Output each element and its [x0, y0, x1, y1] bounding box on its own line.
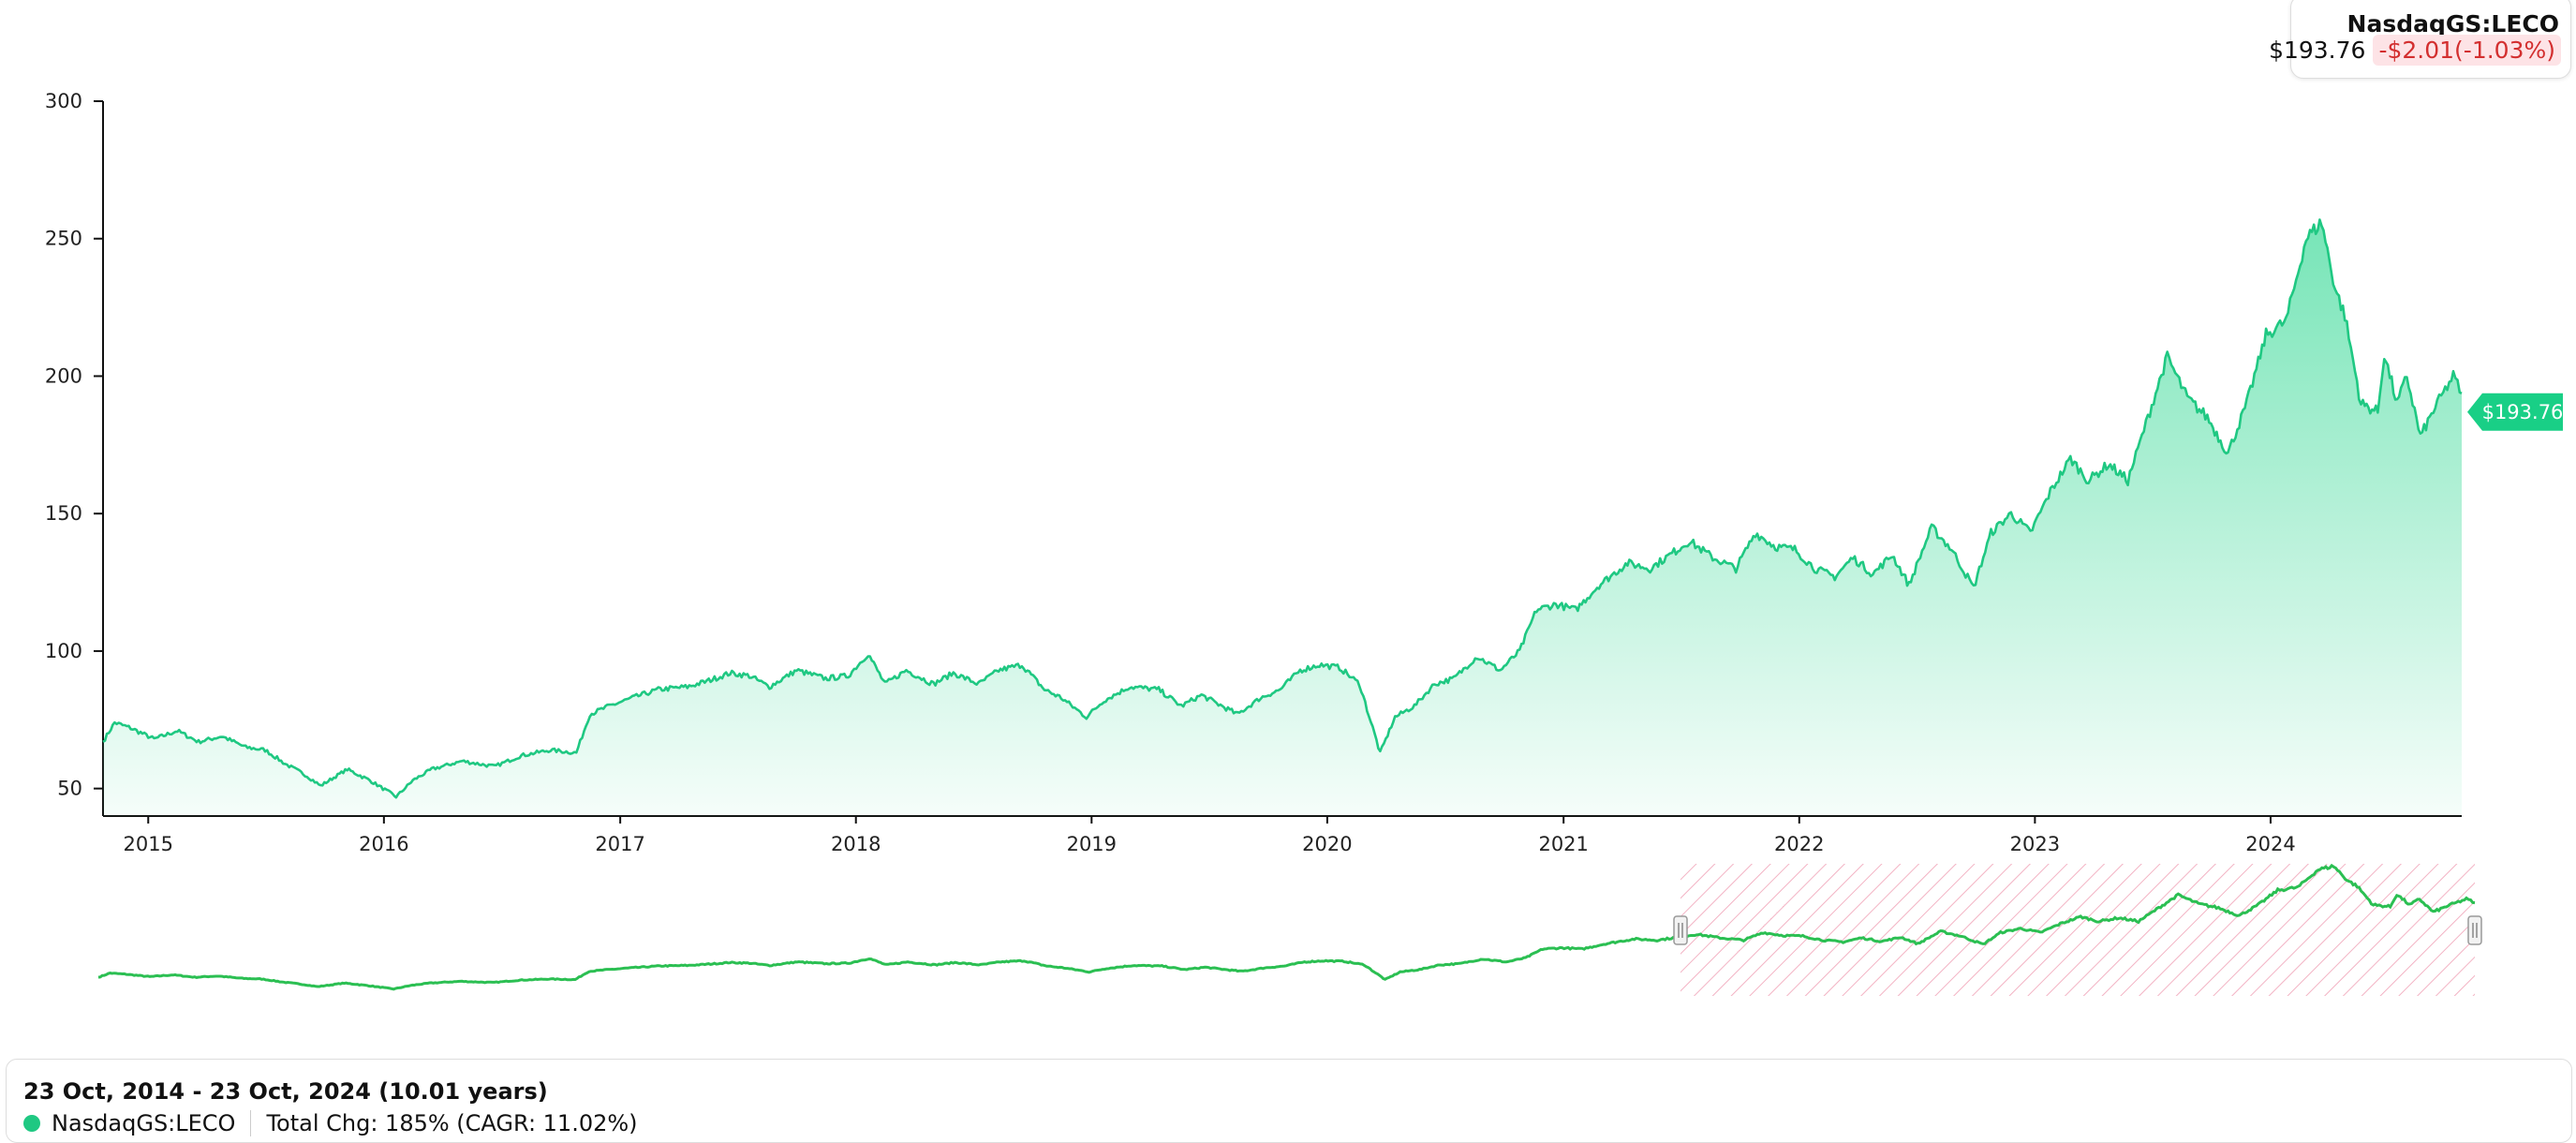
range-navigator[interactable]: [97, 863, 2482, 996]
y-tick-label: 200: [45, 364, 82, 387]
y-axis: 50 100 150 200 250 300: [45, 90, 104, 816]
x-tick-label: 2016: [359, 833, 408, 855]
price-area: [103, 219, 2462, 816]
navigator-right-handle[interactable]: [2467, 915, 2482, 945]
x-tick-label: 2024: [2245, 833, 2295, 855]
price-change-badge: -$2.01(-1.03%): [2373, 35, 2561, 66]
current-price: $193.76: [2269, 37, 2366, 64]
legend-series-name: NasdaqGS:LECO: [52, 1110, 236, 1136]
legend: NasdaqGS:LECO Total Chg: 185% (CAGR: 11.…: [23, 1110, 638, 1136]
total-change-label: Total Chg: 185% (CAGR: 11.02%): [266, 1110, 638, 1136]
x-tick-label: 2015: [124, 833, 173, 855]
price-line: [102, 218, 2463, 799]
x-tick-label: 2017: [595, 833, 644, 855]
price-series: [102, 218, 2463, 816]
date-range-label: 23 Oct, 2014 - 23 Oct, 2024 (10.01 years…: [23, 1078, 548, 1105]
x-tick-label: 2021: [1538, 833, 1588, 855]
navigator-line: [97, 863, 2476, 991]
x-tick-label: 2019: [1067, 833, 1117, 855]
price-tag-label: $193.76: [2482, 401, 2564, 423]
chart-footer: 23 Oct, 2014 - 23 Oct, 2024 (10.01 years…: [6, 1059, 2572, 1143]
x-tick-label: 2023: [2010, 833, 2060, 855]
y-tick-label: 100: [45, 640, 82, 662]
x-axis: 2015 2016 2017 2018 2019 2020 2021 2022 2023 2024: [103, 815, 2462, 855]
y-tick-label: 150: [45, 502, 82, 525]
last-price-tag: $193.76: [2467, 393, 2563, 431]
price-tag-shape: [2467, 393, 2563, 431]
legend-divider: [250, 1110, 252, 1136]
navigator-selection: [1680, 864, 2475, 996]
x-tick-label: 2022: [1774, 833, 1824, 855]
x-tick-label: 2018: [831, 833, 881, 855]
y-tick-label: 250: [45, 228, 82, 250]
y-tick-label: 50: [57, 778, 82, 800]
navigator-left-handle[interactable]: [1673, 915, 1688, 945]
legend-color-dot: [23, 1115, 40, 1132]
price-row: $193.76 -$2.01(-1.03%): [2269, 35, 2561, 66]
price-card: NasdaqGS:LECO $193.76 -$2.01(-1.03%): [2269, 0, 2571, 79]
ticker-symbol: NasdaqGS:LECO: [2347, 10, 2559, 37]
y-tick-label: 300: [45, 90, 82, 112]
x-tick-label: 2020: [1302, 833, 1352, 855]
